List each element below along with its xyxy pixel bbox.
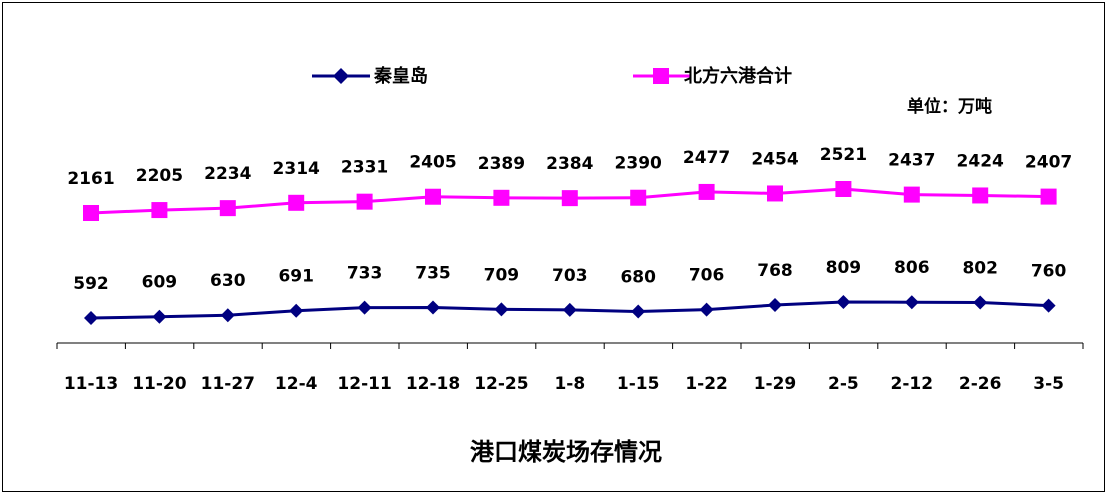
data-point: [698, 183, 715, 200]
data-label: 592: [73, 274, 109, 294]
chart-title: 港口煤炭场存情况: [470, 438, 662, 466]
data-point: [767, 185, 783, 202]
data-label: 2521: [820, 145, 867, 165]
data-label: 2384: [546, 154, 593, 174]
data-label: 609: [142, 273, 178, 293]
data-point: [835, 181, 852, 197]
data-point: [425, 188, 441, 205]
data-point: [630, 189, 647, 206]
data-point: [220, 308, 235, 323]
data-label: 680: [620, 268, 656, 288]
data-label: 768: [757, 261, 793, 281]
legend-marker-north-six-ports: [653, 68, 669, 84]
data-label: 2314: [273, 159, 320, 179]
unit-label: 单位：万吨: [907, 96, 992, 117]
data-label: 809: [826, 258, 862, 278]
data-point: [768, 298, 782, 313]
x-tick-label: 2-12: [891, 374, 934, 394]
legend-label-qinhuangdao: 秦皇岛: [373, 65, 428, 87]
data-label: 691: [278, 267, 314, 287]
legend-label-north-six-ports: 北方六港合计: [684, 65, 792, 87]
data-point: [151, 202, 168, 219]
data-label: 2407: [1025, 153, 1072, 173]
data-point: [1041, 298, 1056, 313]
data-label: 735: [415, 263, 451, 283]
data-point: [699, 302, 714, 317]
line-chart: 秦皇岛 北方六港合计 单位：万吨 2161 2205 2234 2314 2331 240…: [56, 65, 1084, 466]
data-label: 2454: [751, 149, 798, 169]
x-tick-label: 3-5: [1033, 374, 1064, 394]
data-label: 2205: [136, 166, 183, 186]
data-point: [561, 190, 578, 207]
x-tick-label: 11-13: [64, 374, 118, 394]
legend-marker-qinhuangdao: [333, 68, 349, 84]
series-qinhuangdao: 592 609 630 691 733 735 709 703 680 706 768 809 806 8…: [73, 258, 1067, 325]
x-axis: [56, 342, 1084, 349]
data-point: [903, 186, 920, 203]
x-tick-label: 2-26: [959, 374, 1002, 394]
data-label: 2234: [204, 164, 251, 184]
data-label: 2437: [888, 151, 935, 171]
data-point: [152, 309, 167, 324]
data-label: 2389: [478, 154, 525, 174]
data-point: [973, 295, 988, 310]
data-point: [631, 304, 646, 319]
data-point: [356, 193, 373, 210]
data-label: 630: [210, 271, 246, 291]
data-point: [83, 205, 99, 221]
x-tick-label: 2-5: [828, 374, 859, 394]
x-tick-label: 12-18: [406, 374, 460, 394]
x-tick-label: 12-4: [275, 374, 318, 394]
x-tick-label: 1-22: [685, 374, 728, 394]
data-label: 709: [484, 265, 520, 285]
x-tick-label: 1-29: [754, 374, 797, 394]
data-label: 706: [689, 266, 725, 286]
data-point: [357, 300, 372, 315]
data-point: [562, 302, 577, 317]
x-tick-label: 1-15: [617, 374, 660, 394]
data-label: 703: [552, 266, 588, 286]
x-tick-label: 1-8: [554, 374, 585, 394]
data-label: 2424: [957, 151, 1004, 171]
data-point: [972, 187, 989, 204]
data-label: 806: [894, 258, 930, 278]
x-tick-label: 12-25: [474, 374, 528, 394]
x-tick-label: 11-27: [201, 374, 255, 394]
data-label: 2390: [615, 154, 662, 174]
legend: 秦皇岛 北方六港合计: [312, 65, 792, 87]
data-point: [836, 295, 851, 309]
data-label: 733: [347, 264, 383, 284]
data-point: [494, 302, 509, 317]
data-label: 2405: [409, 153, 456, 173]
data-point: [289, 303, 304, 318]
x-tick-label: 11-20: [132, 374, 187, 394]
data-label: 760: [1031, 262, 1067, 282]
data-point: [84, 311, 98, 325]
data-label: 2331: [341, 158, 388, 178]
data-point: [219, 200, 236, 217]
data-point: [426, 300, 440, 315]
data-point: [904, 295, 919, 310]
data-label: 802: [962, 259, 998, 279]
x-tick-labels: 11-13 11-20 11-27 12-4 12-11 12-18 12-25 1-8 1-1…: [64, 374, 1064, 394]
data-point: [493, 189, 510, 206]
data-label: 2477: [683, 148, 730, 168]
x-tick-label: 12-11: [337, 374, 391, 394]
data-label: 2161: [67, 169, 114, 189]
data-point: [288, 194, 305, 211]
series-north-six-ports: 2161 2205 2234 2314 2331 2405 2389 2384 2390 2477…: [67, 145, 1072, 221]
data-point: [1040, 188, 1057, 205]
